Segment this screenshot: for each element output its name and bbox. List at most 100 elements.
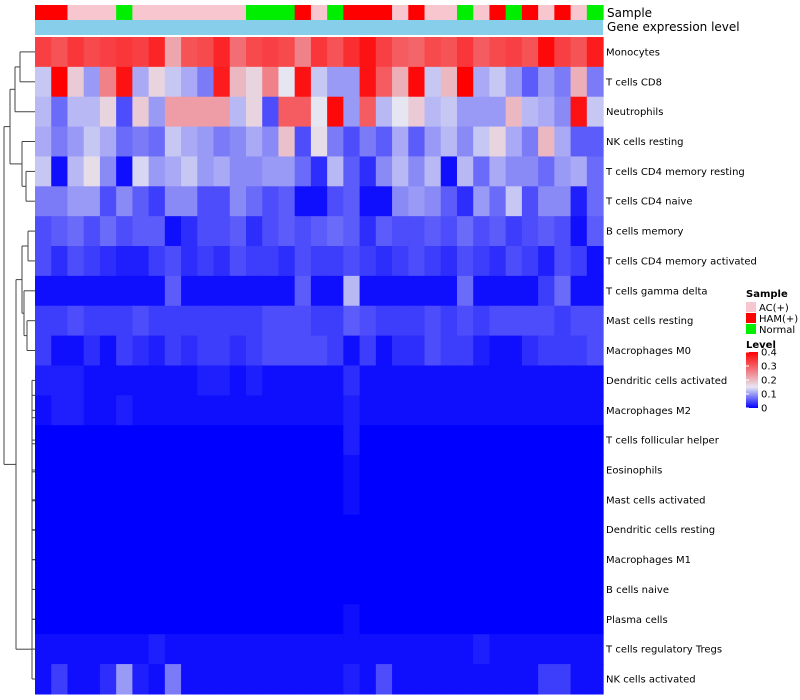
heatmap-cell [229,126,247,158]
heatmap-cell [586,365,604,396]
sample-annotation-cell [343,5,361,20]
heatmap-cell [67,126,85,158]
heatmap-cell [327,425,344,456]
heatmap-cell [570,335,588,367]
heatmap-cell [505,186,523,217]
heatmap-cell [245,96,263,128]
heatmap-cell [375,365,393,396]
heatmap-cell [343,455,361,486]
heatmap-cell [586,66,604,98]
heatmap-cell [310,186,328,217]
heatmap-cell [83,604,101,635]
heatmap-cell [310,37,328,68]
heatmap-cell [489,126,507,158]
heatmap-cell [51,425,69,456]
heatmap-cell [473,544,491,576]
heatmap-cell [51,514,69,546]
heatmap-cell [456,574,474,605]
heatmap-cell [392,305,409,337]
heatmap-cell [570,664,588,695]
heatmap-cell [116,186,133,217]
heatmap-cell [116,514,133,546]
heatmap-cell [586,484,604,516]
heatmap-cell [473,484,491,516]
heatmap-cell [489,186,507,217]
heatmap-cell [51,156,69,187]
heatmap-cell [35,455,52,486]
heatmap-cell [538,634,555,665]
heatmap-cell [294,484,312,516]
heatmap-cell [554,156,572,187]
heatmap-cell [375,604,393,635]
heatmap-cell [586,634,604,665]
heatmap-cell [310,66,328,98]
heatmap-cell [164,66,182,98]
heatmap-cell [392,395,409,426]
heatmap-cell [424,514,442,546]
heatmap-cell [262,574,280,605]
heatmap-cell [327,305,344,337]
heatmap-cell [245,604,263,635]
heatmap-cell [473,126,491,158]
heatmap-cell [570,275,588,307]
heatmap-cell [408,634,426,665]
heatmap-cell [586,544,604,576]
heatmap-cell [213,395,231,426]
heatmap-cell [538,664,555,695]
heatmap-cell [294,335,312,367]
heatmap-cell [132,156,150,187]
heatmap-cell [375,664,393,695]
heatmap-cell [327,156,344,187]
heatmap-cell [440,425,458,456]
heatmap-cell [164,425,182,456]
heatmap-cell [116,574,133,605]
heatmap-cell [375,246,393,277]
heatmap-cell [554,514,572,546]
heatmap-cell [278,365,296,396]
heatmap-cell [229,156,247,187]
heatmap-cell [35,484,52,516]
heatmap-cell [83,335,101,367]
heatmap-cell [456,275,474,307]
heatmap-cell [440,96,458,128]
heatmap-cell [245,514,263,546]
heatmap-cell [424,455,442,486]
sample-annotation-cell [521,5,539,20]
heatmap-cell [554,664,572,695]
heatmap-cell [586,514,604,546]
heatmap-cell [67,156,85,187]
heatmap-cell [278,425,296,456]
heatmap-cell [229,335,247,367]
heatmap-cell [229,66,247,98]
heatmap-cell [554,275,572,307]
heatmap-cell [294,66,312,98]
heatmap-cell [359,96,377,128]
row-label: Mast cells activated [606,495,705,506]
heatmap-cell [554,455,572,486]
heatmap-cell [262,335,280,367]
heatmap-cell [375,574,393,605]
heatmap-cell [148,455,166,486]
heatmap-cell [213,126,231,158]
heatmap-cell [67,216,85,247]
heatmap-cell [424,634,442,665]
heatmap-cell [83,634,101,665]
heatmap-cell [554,544,572,576]
heatmap-cell [99,604,117,635]
sample-annotation-cell [505,5,523,20]
heatmap-cell [148,484,166,516]
heatmap-cell [181,275,198,307]
heatmap-cell [408,126,426,158]
heatmap-cell [229,246,247,277]
heatmap-cell [278,395,296,426]
heatmap-cell [164,604,182,635]
heatmap-cell [473,634,491,665]
heatmap-cell [375,216,393,247]
heatmap-cell [440,664,458,695]
heatmap-cell [132,186,150,217]
heatmap-cell [538,275,555,307]
heatmap-cell [132,574,150,605]
heatmap-cell [213,216,231,247]
heatmap-cell [83,395,101,426]
heatmap-cell [116,484,133,516]
